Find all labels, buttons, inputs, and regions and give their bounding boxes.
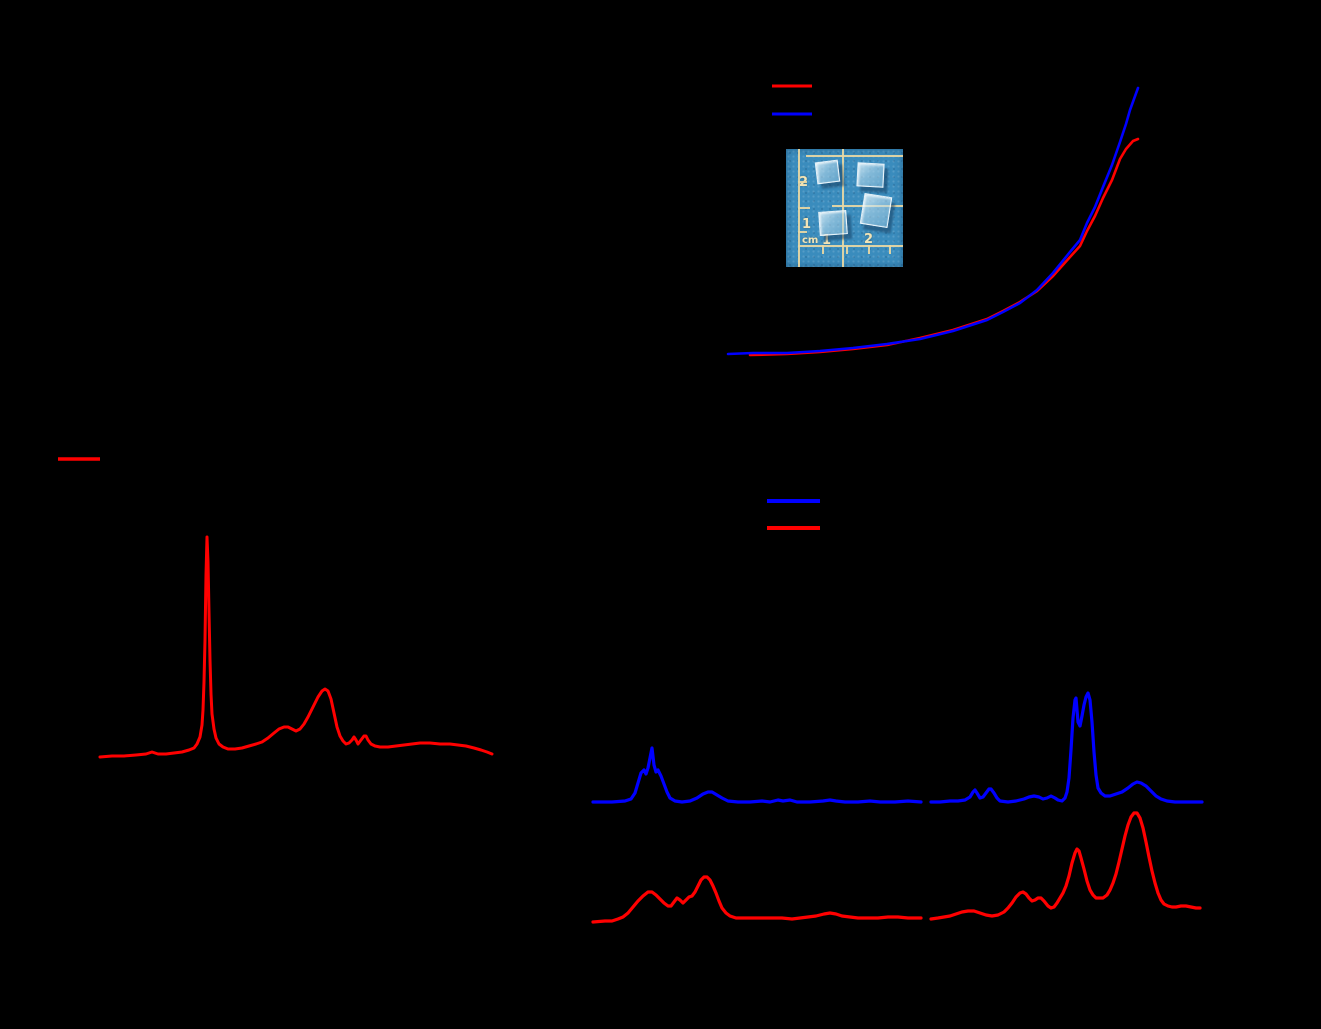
- crystal-1: [814, 159, 841, 185]
- blue-curve: [726, 86, 1140, 356]
- ruler-label-bottom-1: 1: [822, 233, 832, 248]
- ruler-label-cm: cm: [802, 235, 819, 246]
- crystal-4: [818, 210, 848, 236]
- photo-grid-line-8: [822, 245, 824, 254]
- spectra-bottom-right: [591, 499, 1204, 924]
- inset-photo: 2 1 cm 1 2: [786, 149, 903, 267]
- spectrum-bottom-left: [58, 457, 494, 759]
- photo-grid-line-5: [798, 181, 807, 183]
- photo-grid-line-11: [889, 245, 891, 254]
- photo-grid-line-4: [798, 245, 903, 247]
- photo-grid-line-0: [842, 149, 844, 267]
- photo-grid-line-2: [806, 155, 903, 157]
- red-spectrum: [98, 535, 494, 759]
- red-spectrum-seg-1: [929, 811, 1202, 921]
- blue-spectrum-seg-0: [591, 746, 923, 804]
- blue-spectrum-seg-1: [929, 691, 1204, 804]
- iv-curves-top-right: [726, 84, 1140, 357]
- crystal-2: [856, 162, 885, 188]
- crystal-3: [859, 193, 893, 228]
- photo-grid-line-7: [798, 231, 807, 233]
- photo-grid-line-9: [846, 245, 848, 254]
- red-spectrum-seg-0: [591, 875, 923, 924]
- photo-grid-line-6: [798, 207, 810, 209]
- photo-grid-line-10: [868, 245, 870, 254]
- ruler-label-left-1: 1: [802, 217, 812, 232]
- ruler-label-bottom-2: 2: [864, 232, 874, 247]
